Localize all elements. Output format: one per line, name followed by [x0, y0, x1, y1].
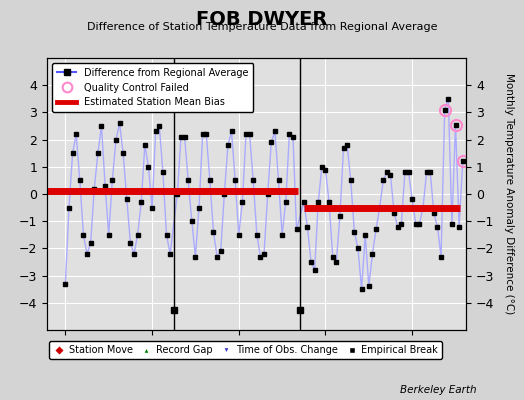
Text: Difference of Station Temperature Data from Regional Average: Difference of Station Temperature Data f…: [87, 22, 437, 32]
Legend: Station Move, Record Gap, Time of Obs. Change, Empirical Break: Station Move, Record Gap, Time of Obs. C…: [49, 341, 442, 359]
Legend: Difference from Regional Average, Quality Control Failed, Estimated Station Mean: Difference from Regional Average, Qualit…: [52, 63, 254, 112]
Y-axis label: Monthly Temperature Anomaly Difference (°C): Monthly Temperature Anomaly Difference (…: [504, 73, 514, 315]
Text: Berkeley Earth: Berkeley Earth: [400, 385, 477, 395]
Text: FOB DWYER: FOB DWYER: [196, 10, 328, 29]
